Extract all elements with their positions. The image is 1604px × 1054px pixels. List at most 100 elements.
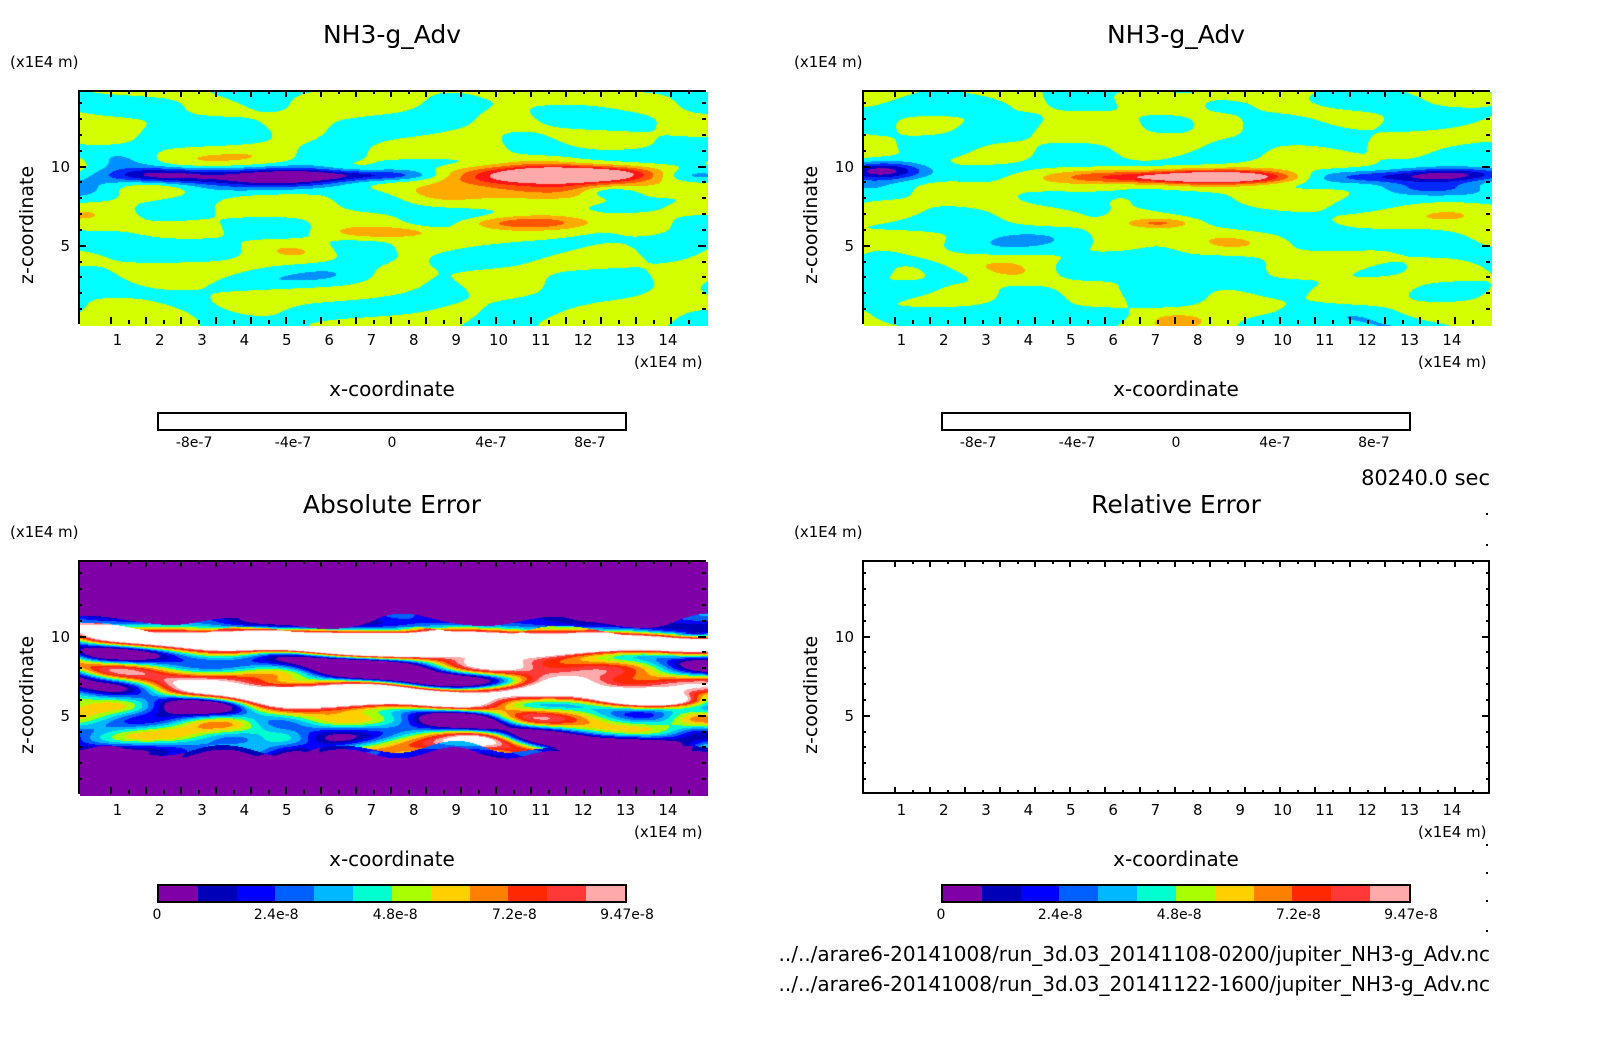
y-tick-mark (1486, 118, 1490, 121)
x-axis-label: x-coordinate (329, 377, 455, 401)
x-tick-mark (1034, 787, 1036, 794)
y-tick-mark (78, 746, 82, 749)
y-tick-mark (1486, 260, 1490, 263)
colorbar-swatch (391, 886, 431, 901)
x-tick-mark (460, 317, 462, 324)
x-tick-mark (1209, 317, 1211, 324)
x-tick-mark (1349, 787, 1351, 794)
x-tick-mark (232, 90, 235, 94)
x-tick-mark (1384, 560, 1386, 567)
x-tick-mark (1419, 317, 1421, 324)
x-tick-label: 13 (615, 801, 636, 819)
x-tick-mark (372, 790, 375, 794)
y-tick-mark (702, 683, 706, 686)
x-tick-label: 13 (615, 331, 636, 349)
x-tick-mark (582, 90, 585, 94)
y-unit-label: (x1E4 m) (794, 53, 863, 71)
y-tick-mark (862, 181, 866, 184)
x-tick-mark (355, 560, 357, 567)
y-tick-mark (702, 292, 706, 295)
x-tick-mark (145, 317, 147, 324)
x-tick-mark (1051, 320, 1054, 324)
x-tick-mark (600, 317, 602, 324)
x-tick-mark (687, 90, 690, 94)
colorbar-swatch (981, 886, 1021, 901)
colorbar-label: -4e-7 (274, 435, 312, 451)
y-tick-mark (702, 588, 706, 591)
x-tick-label: 12 (573, 801, 593, 819)
x-tick-mark (1419, 90, 1421, 97)
x-tick-mark (1139, 90, 1141, 97)
x-tick-label: 9 (1235, 801, 1245, 819)
y-tick-mark (78, 762, 82, 765)
x-tick-label: 9 (451, 331, 461, 349)
x-tick-mark (267, 560, 270, 564)
colorbar-label: 4e-7 (1259, 435, 1291, 451)
x-tick-mark (1331, 90, 1334, 94)
x-tick-mark (1244, 787, 1246, 794)
x-tick-label: 11 (531, 331, 551, 349)
y-tick-mark (862, 165, 870, 168)
x-tick-mark (1261, 560, 1264, 564)
x-tick-mark (565, 787, 567, 794)
x-tick-mark (1349, 560, 1351, 567)
x-axis-label: x-coordinate (329, 847, 455, 871)
x-tick-mark (946, 90, 949, 94)
y-tick-mark (862, 213, 866, 216)
x-tick-mark (929, 317, 931, 324)
y-tick-mark (702, 197, 706, 200)
y-tick-mark (1486, 149, 1490, 152)
plot-area (78, 90, 708, 326)
x-tick-mark (894, 560, 896, 567)
colorbar-label: 0 (1171, 435, 1181, 451)
y-tick-mark (862, 134, 866, 137)
y-tick-mark (78, 149, 82, 152)
colorbar-swatch (353, 886, 392, 901)
x-tick-mark (372, 560, 375, 564)
y-tick-label: 5 (60, 706, 70, 725)
x-tick-mark (1174, 787, 1176, 794)
x-tick-mark (390, 317, 392, 324)
x-tick-label: 4 (239, 331, 250, 349)
x-tick-mark (617, 90, 620, 94)
x-tick-mark (355, 317, 357, 324)
x-tick-mark (1436, 790, 1439, 794)
x-tick-mark (1121, 790, 1124, 794)
y-tick-mark (78, 244, 86, 247)
x-tick-mark (145, 560, 147, 567)
x-unit-label: (x1E4 m) (634, 353, 703, 371)
colorbar-swatch (1370, 886, 1409, 901)
x-tick-mark (337, 560, 340, 564)
x-tick-mark (180, 560, 182, 567)
x-tick-mark (1121, 90, 1124, 94)
y-axis-label: z-coordinate (16, 165, 38, 284)
x-tick-label: 3 (981, 801, 991, 819)
x-tick-mark (1279, 317, 1281, 324)
x-tick-mark (145, 90, 147, 97)
y-tick-mark (1486, 102, 1490, 105)
time-label: 80240.0 sec (1361, 466, 1490, 490)
colorbar-swatch (197, 886, 237, 901)
colorbar-label: 4.8e-8 (1156, 907, 1202, 923)
x-tick-mark (162, 90, 165, 94)
x-tick-mark (512, 90, 515, 94)
x-tick-mark (162, 560, 165, 564)
x-tick-label: 5 (281, 801, 292, 819)
x-tick-mark (1279, 787, 1281, 794)
x-tick-mark (652, 790, 655, 794)
y-tick-mark (78, 276, 82, 279)
x-tick-mark (1104, 787, 1106, 794)
y-tick-mark (78, 683, 82, 686)
y-tick-mark (1486, 698, 1490, 701)
x-tick-label: 5 (1065, 801, 1076, 819)
x-tick-mark (215, 90, 217, 97)
x-tick-mark (1471, 790, 1474, 794)
x-tick-mark (1384, 90, 1386, 97)
y-tick-mark (1482, 635, 1490, 638)
x-tick-mark (946, 560, 949, 564)
y-tick-mark (78, 213, 82, 216)
colorbar-label: 9.47e-8 (1384, 907, 1438, 923)
y-tick-mark (702, 730, 706, 733)
y-tick-mark (78, 307, 82, 310)
y-unit-label: (x1E4 m) (794, 523, 863, 541)
